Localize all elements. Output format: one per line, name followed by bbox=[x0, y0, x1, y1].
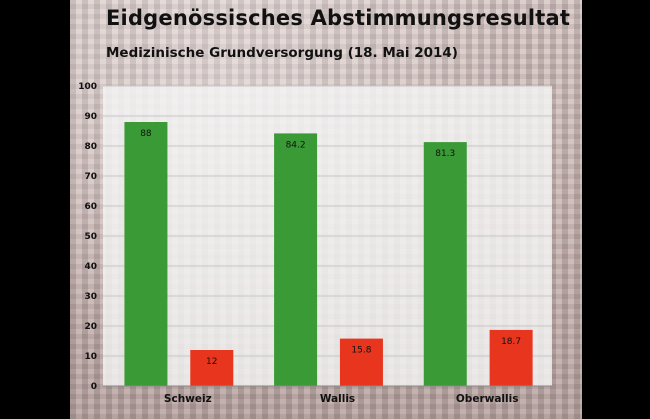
category-label: Schweiz bbox=[164, 393, 212, 405]
y-tick-label: 40 bbox=[84, 262, 97, 272]
y-tick-label: 80 bbox=[84, 142, 97, 152]
chart-subtitle: Medizinische Grundversorgung (18. Mai 20… bbox=[106, 45, 458, 61]
bar-no bbox=[339, 338, 383, 386]
data-label: 84.2 bbox=[286, 140, 306, 150]
bar-yes bbox=[274, 133, 318, 386]
y-axis-ticks: 0 10 20 30 40 50 60 70 80 90 100 bbox=[78, 82, 97, 392]
data-label: 15.8 bbox=[351, 346, 371, 356]
y-tick-label: 50 bbox=[84, 232, 97, 242]
data-labels: 88 12 84.2 15.8 81.3 18.7 bbox=[140, 129, 521, 367]
category-label: Wallis bbox=[320, 393, 355, 405]
chart-title: Eidgenössisches Abstimmungsresultat bbox=[106, 6, 571, 30]
category-label: Oberwallis bbox=[456, 393, 519, 405]
category-labels: Schweiz Wallis Oberwallis bbox=[164, 393, 519, 405]
y-tick-label: 90 bbox=[84, 112, 97, 122]
y-tick-label: 30 bbox=[84, 292, 97, 302]
data-label: 12 bbox=[206, 357, 217, 367]
data-label: 81.3 bbox=[435, 149, 455, 159]
bar-yes bbox=[423, 142, 467, 386]
bar-yes bbox=[124, 122, 168, 386]
y-tick-label: 20 bbox=[84, 322, 97, 332]
data-label: 18.7 bbox=[501, 337, 521, 347]
data-label: 88 bbox=[140, 129, 152, 139]
y-tick-label: 60 bbox=[84, 202, 97, 212]
y-tick-label: 10 bbox=[84, 352, 97, 362]
y-tick-label: 100 bbox=[78, 82, 97, 92]
bar-no bbox=[190, 350, 234, 386]
y-tick-label: 0 bbox=[91, 382, 97, 392]
bars bbox=[124, 122, 533, 386]
bar-no bbox=[489, 329, 533, 386]
y-tick-label: 70 bbox=[84, 172, 97, 182]
